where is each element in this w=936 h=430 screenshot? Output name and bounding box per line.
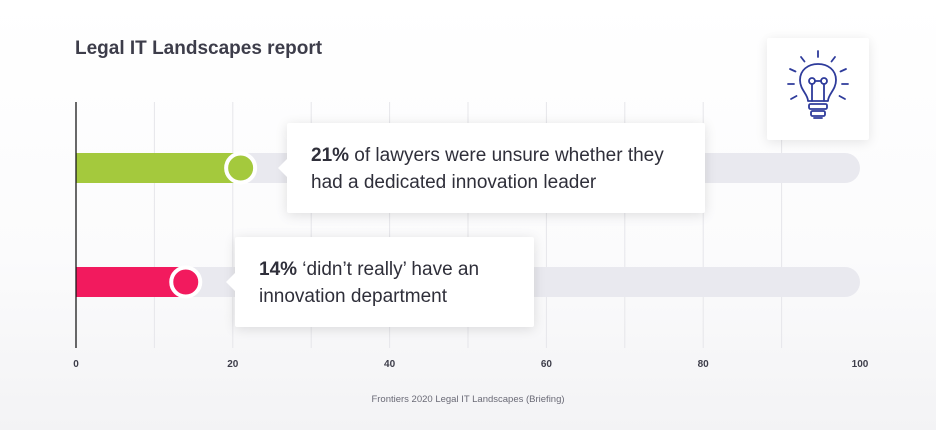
callout-2-percent: 14% [259,259,298,280]
bars [76,151,258,299]
icon-card [767,38,869,140]
bar-1 [76,153,241,183]
x-tick-label: 80 [698,359,710,370]
source-note: Frontiers 2020 Legal IT Landscapes (Brie… [371,394,565,405]
callout-1-percent: 21% [311,145,350,166]
x-tick-label: 40 [384,359,396,370]
page-title: Legal IT Landscapes report [75,38,323,59]
bar-end-marker-2 [169,265,203,299]
bar-end-marker-1 [224,151,258,185]
callout-1-text: of lawyers were unsure whether they had … [311,145,664,193]
callout-bar-1: 21% of lawyers were unsure whether they … [278,123,705,213]
x-tick-label: 100 [852,359,869,370]
lightbulb-icon [787,50,849,119]
callout-2-text: ‘didn’t really’ have an innovation depar… [259,259,480,307]
x-tick-label: 60 [541,359,553,370]
x-tick-label: 20 [227,359,239,370]
bar-2 [76,267,186,297]
callout-bar-2: 14% ‘didn’t really’ have an innovation d… [226,237,534,327]
x-tick-label: 0 [73,359,79,370]
x-tick-labels: 0 20 40 60 80 100 [73,359,869,370]
